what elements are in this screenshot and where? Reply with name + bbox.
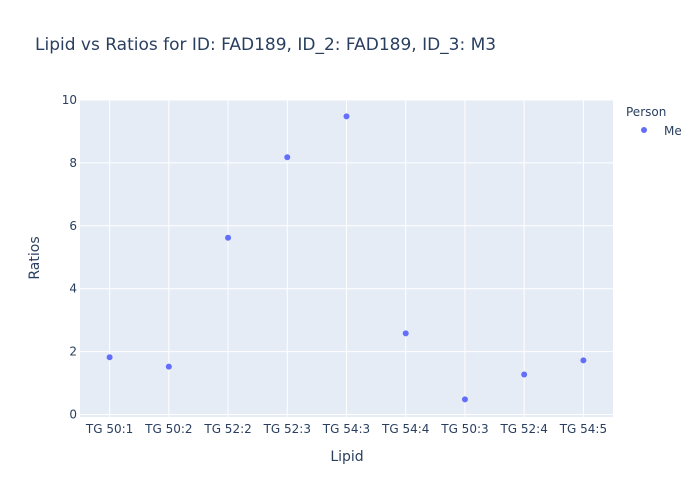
data-point — [284, 154, 291, 161]
data-point — [402, 330, 409, 337]
data-point — [225, 234, 232, 241]
y-tick-label: 8 — [69, 156, 77, 170]
legend-series-label: Me — [664, 124, 682, 138]
y-tick-label: 6 — [69, 219, 77, 233]
data-point — [343, 113, 350, 120]
x-tick-label: TG 54:3 — [322, 422, 370, 436]
legend-title: Person — [626, 105, 666, 119]
data-point — [165, 363, 172, 370]
grid — [80, 99, 613, 417]
x-tick-label: TG 54:4 — [381, 422, 429, 436]
x-tick-labels: TG 50:1 TG 50:2 TG 52:2 TG 52:3 TG 54:3 TG 54… — [85, 422, 607, 436]
x-tick-label: TG 54:5 — [559, 422, 607, 436]
x-tick-label: TG 52:2 — [203, 422, 251, 436]
y-tick-label: 4 — [69, 282, 77, 296]
y-tick-labels: 0 2 4 6 8 10 — [62, 93, 77, 421]
legend-marker — [641, 127, 647, 133]
legend: Person Me — [626, 105, 682, 138]
y-tick-label: 10 — [62, 93, 77, 107]
x-tick-label: TG 52:4 — [499, 422, 547, 436]
data-point — [461, 396, 468, 403]
x-tick-label: TG 52:3 — [263, 422, 311, 436]
chart-title: Lipid vs Ratios for ID: FAD189, ID_2: FA… — [35, 35, 496, 55]
y-axis-label: Ratios — [27, 236, 43, 279]
x-tick-label: TG 50:3 — [440, 422, 488, 436]
data-point — [521, 371, 528, 378]
data-point — [106, 354, 113, 361]
y-tick-label: 0 — [69, 407, 77, 421]
y-tick-label: 2 — [69, 345, 77, 359]
data-point — [580, 357, 587, 364]
data-points — [106, 113, 587, 403]
x-axis-label: Lipid — [330, 449, 363, 465]
x-tick-label: TG 50:1 — [85, 422, 133, 436]
x-tick-label: TG 50:2 — [144, 422, 192, 436]
